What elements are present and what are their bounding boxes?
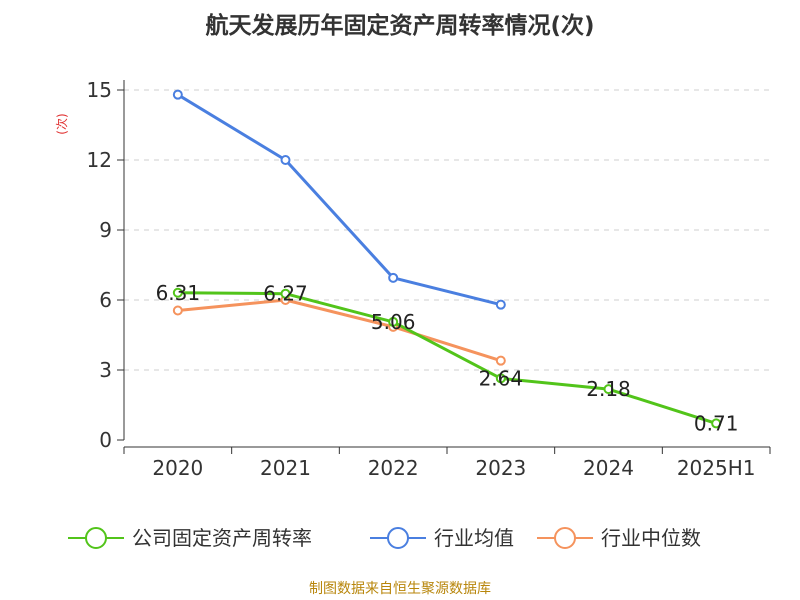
y-tick-label: 15 <box>87 78 112 102</box>
data-label: 6.27 <box>263 282 308 306</box>
data-label: 5.06 <box>371 310 416 334</box>
y-tick-label: 9 <box>99 218 112 242</box>
y-axis-label: (次) <box>55 113 69 134</box>
legend: 公司固定资产周转率 行业均值 行业中位数 <box>68 526 701 550</box>
data-point <box>388 272 399 283</box>
data-point <box>172 305 183 316</box>
data-point <box>495 299 506 310</box>
data-label: 2.64 <box>479 366 524 390</box>
series-line <box>177 291 717 425</box>
x-tick-label: 2020 <box>152 456 203 480</box>
data-point <box>172 287 183 298</box>
grid-lines <box>124 89 770 371</box>
data-label: 6.31 <box>156 281 201 305</box>
series-line <box>177 298 502 363</box>
source-note: 制图数据来自恒生聚源数据库 <box>309 581 491 597</box>
data-point <box>603 384 614 395</box>
legend-marker <box>387 527 409 549</box>
data-point <box>711 418 722 429</box>
x-tick-label: 2023 <box>475 456 526 480</box>
legend-marker <box>554 527 576 549</box>
series-group <box>172 89 722 429</box>
data-label: 2.18 <box>586 377 631 401</box>
x-axis: 2020 2021 2022 2023 2024 2025H1 <box>123 446 771 480</box>
series-line <box>177 93 502 307</box>
y-tick-label: 3 <box>99 358 112 382</box>
data-label: 0.71 <box>694 411 739 435</box>
data-point <box>495 355 506 366</box>
x-tick-label: 2024 <box>583 456 634 480</box>
y-tick-label: 12 <box>87 148 112 172</box>
data-point <box>280 155 291 165</box>
chart-title: 航天发展历年固定资产周转率情况(次) <box>205 13 595 39</box>
y-tick-label: 0 <box>99 428 112 452</box>
y-tick-label: 6 <box>99 288 112 312</box>
x-tick-label: 2025H1 <box>677 456 756 480</box>
data-labels: 6.31 6.27 5.06 2.64 2.18 0.71 <box>156 281 739 436</box>
data-point <box>172 89 183 100</box>
legend-label: 公司固定资产周转率 <box>132 526 312 550</box>
legend-label: 行业均值 <box>434 526 514 550</box>
data-point <box>280 288 291 299</box>
data-point <box>388 316 399 327</box>
data-point <box>495 373 506 384</box>
x-tick-label: 2021 <box>260 456 311 480</box>
y-axis: 0 3 6 9 12 15 <box>87 78 125 452</box>
legend-marker <box>85 527 107 549</box>
x-tick-label: 2022 <box>368 456 419 480</box>
legend-label: 行业中位数 <box>601 526 701 550</box>
